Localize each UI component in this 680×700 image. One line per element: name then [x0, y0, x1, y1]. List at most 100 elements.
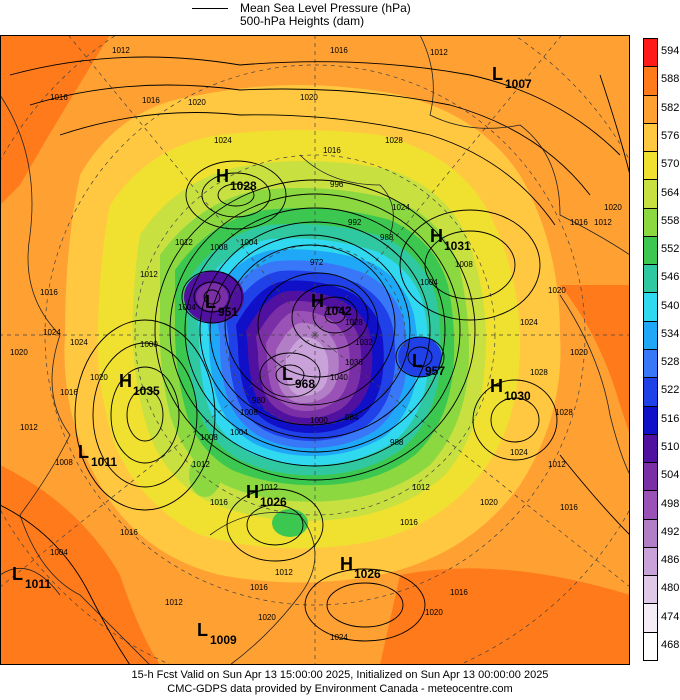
color-scale-label: 468	[661, 638, 680, 651]
color-scale-label: 546	[661, 271, 680, 284]
isobar-label: 1016	[142, 96, 160, 105]
green-pocket-sw	[189, 453, 221, 497]
isobar-label: 1016	[50, 93, 68, 102]
isobar-label: 1016	[330, 46, 348, 55]
color-scale-label: 564	[661, 186, 680, 199]
isobar-label: 1016	[400, 518, 418, 527]
color-scale-label: 588	[661, 73, 680, 86]
isobar-label: 988	[380, 233, 394, 242]
band-588-west	[0, 35, 110, 205]
color-scale-label: 480	[661, 582, 680, 595]
color-scale-swatch	[643, 546, 658, 577]
color-scale-swatch	[643, 264, 658, 294]
pressure-center: H 1026	[340, 554, 381, 581]
color-scale-label: 474	[661, 610, 680, 623]
pressure-center: L 1011	[12, 564, 51, 591]
coastlines	[0, 35, 630, 665]
isobar-label: 1020	[480, 498, 498, 507]
isobar-label: 1012	[112, 46, 130, 55]
weather-map: 1012 1016 1020 1024 1016 1028 1024 1012 …	[0, 35, 630, 665]
isobar-label: 1016	[250, 583, 268, 592]
color-scale-swatch	[643, 377, 658, 407]
isobar-label: 1024	[330, 633, 348, 642]
isobar-labels: 1012 1016 1020 1024 1016 1028 1024 1012 …	[10, 46, 622, 642]
color-scale-swatch	[643, 631, 658, 661]
isobar-label: 1008	[240, 408, 258, 417]
isobar-label: 1012	[275, 568, 293, 577]
color-scale-label: 558	[661, 214, 680, 227]
isobar-label: 1012	[594, 218, 612, 227]
pressure-center: L 1007	[492, 64, 532, 91]
color-scale-swatch	[643, 433, 658, 464]
isobar-label: 1028	[385, 136, 403, 145]
pressure-center-type: H	[430, 226, 443, 246]
pressure-center-value: 957	[425, 364, 445, 378]
pressure-center-type: H	[311, 291, 324, 311]
isobar-label: 1000	[310, 416, 328, 425]
pressure-center: L 957	[412, 351, 445, 378]
pressure-center-value: 1009	[210, 633, 237, 647]
isobar-label: 1020	[10, 348, 28, 357]
legend-mslp-label: Mean Sea Level Pressure (hPa)	[240, 1, 411, 15]
color-scale-swatch	[643, 462, 658, 492]
pressure-center-type: L	[492, 64, 503, 84]
pressure-center: L 1009	[197, 620, 237, 647]
isobar-label: 1040	[330, 373, 348, 382]
pressure-center-type: L	[78, 442, 89, 462]
pressure-center: L 968	[282, 364, 315, 391]
map-legend: Mean Sea Level Pressure (hPa) 500-hPa He…	[0, 0, 680, 34]
pressure-center: L 951	[205, 292, 238, 319]
color-scale-swatch	[643, 518, 658, 548]
band-588-sw	[0, 465, 160, 665]
isobar-label: 1020	[570, 348, 588, 357]
isobar-label: 1012	[412, 483, 430, 492]
color-scale-swatch	[643, 207, 658, 237]
band-588-east	[560, 285, 630, 435]
pressure-center: H 1028	[216, 166, 257, 193]
isobar-label: 980	[252, 396, 266, 405]
low-pocket-east	[398, 337, 442, 377]
isobar-label: 1012	[430, 48, 448, 57]
color-scale-swatch	[643, 349, 658, 379]
pressure-center-value: 968	[295, 377, 315, 391]
green-pocket-south	[272, 509, 308, 537]
isobar-label: 1028	[555, 408, 573, 417]
pressure-center: L 1011	[78, 442, 117, 469]
isobar-label: 1012	[175, 238, 193, 247]
isobar-label: 1012	[548, 460, 566, 469]
color-scale-swatch	[643, 603, 658, 633]
isobar-label: 1000	[140, 340, 158, 349]
isobar-label: 1004	[420, 278, 438, 287]
isobar-label: 1028	[530, 368, 548, 377]
color-scale-label: 540	[661, 299, 680, 312]
color-scale-swatch	[643, 235, 658, 266]
isobar-label: 992	[348, 218, 362, 227]
color-scale-label: 582	[661, 101, 680, 114]
isobar-label: 1008	[200, 433, 218, 442]
isobar-label: 1012	[165, 598, 183, 607]
isobar-label: 1008	[455, 260, 473, 269]
map-footer: 15-h Fcst Valid on Sun Apr 13 15:00:00 2…	[0, 668, 680, 696]
color-scale-swatch	[643, 179, 658, 209]
isobar-label: 1024	[214, 136, 232, 145]
isobar-label: 1020	[90, 373, 108, 382]
isobar-label: 1032	[355, 338, 373, 347]
isobar-label: 1020	[188, 98, 206, 107]
pressure-center-type: H	[119, 371, 132, 391]
pressure-center-type: L	[412, 351, 423, 371]
pressure-center-value: 1007	[505, 77, 532, 91]
pressure-center-value: 951	[218, 305, 238, 319]
pressure-center-type: L	[197, 620, 208, 640]
pressure-center-type: L	[282, 364, 293, 384]
color-scale-swatch	[643, 405, 658, 435]
isobar-label: 1012	[20, 423, 38, 432]
isobar-label: 1020	[548, 286, 566, 295]
isobar-label: 1020	[604, 203, 622, 212]
color-scale-label: 522	[661, 384, 680, 397]
pressure-center-type: L	[12, 564, 23, 584]
color-scale-swatch	[643, 575, 658, 605]
pressure-center-value: 1026	[260, 495, 287, 509]
isobar-label: 1016	[560, 503, 578, 512]
pressure-center-type: H	[216, 166, 229, 186]
low-pocket-west-core	[196, 283, 228, 311]
